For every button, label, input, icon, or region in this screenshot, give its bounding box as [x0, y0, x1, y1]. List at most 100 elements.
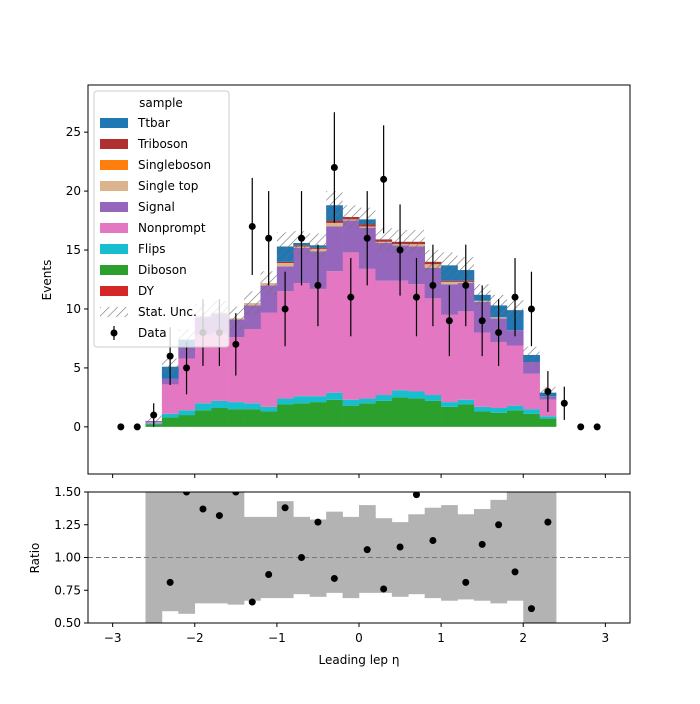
bar-segment	[260, 406, 278, 412]
legend-box	[93, 90, 230, 348]
ratio-y-tick-label: 0.75	[54, 583, 81, 597]
x-tick-label: 2	[519, 631, 527, 645]
legend-label: Singleboson	[138, 158, 211, 172]
ratio-point	[478, 540, 486, 548]
ratio-band-segment	[309, 519, 327, 597]
bar-segment	[161, 384, 179, 414]
y-tick-label: 10	[66, 302, 81, 316]
ratio-point	[314, 518, 322, 526]
ratio-band-segment	[276, 501, 294, 599]
data-point	[593, 423, 601, 431]
stat-unc-box	[441, 252, 458, 279]
bar-segment	[441, 281, 458, 285]
ratio-ylabel: Ratio	[28, 543, 42, 574]
x-tick-label: −3	[104, 631, 122, 645]
bar-segment	[227, 409, 245, 427]
series-diboson	[145, 397, 557, 427]
data-point	[527, 305, 535, 313]
bar-segment	[178, 410, 196, 416]
legend: sample Ttbar Triboson Singleboson Single top…	[93, 90, 230, 348]
legend-swatch	[100, 202, 128, 212]
data-point	[445, 317, 453, 325]
data-point	[150, 411, 158, 419]
bar-segment	[211, 407, 228, 427]
bar-segment	[293, 403, 311, 427]
bar-segment	[424, 395, 442, 401]
legend-swatch	[100, 118, 128, 128]
data-point	[560, 399, 568, 407]
legend-swatch	[100, 265, 128, 275]
bar-segment	[309, 402, 327, 427]
stat-unc-box	[244, 291, 261, 315]
data-point	[412, 293, 420, 301]
bar-segment	[490, 341, 508, 408]
bar-segment	[342, 399, 360, 406]
bar-segment	[326, 271, 343, 393]
bar-segment	[506, 345, 524, 406]
ratio-point	[199, 505, 207, 513]
bar-segment	[342, 405, 360, 427]
ratio-axes: 0.50 0.75 1.00 1.25 1.50 −3 −2 −1 0 1 2 3 Ratio Le…	[28, 485, 631, 667]
stat-unc-box	[523, 346, 540, 364]
main-axes: 0 5 10 15 20 25 Events	[40, 84, 631, 478]
ratio-band-segment	[424, 507, 442, 599]
ratio-band-segment	[194, 492, 212, 604]
ratio-point	[330, 574, 338, 582]
stat-unc-box	[375, 227, 392, 252]
legend-label: Nonprompt	[138, 221, 206, 235]
legend-marker	[110, 329, 118, 337]
ratio-point	[527, 605, 535, 613]
stat-unc-box	[408, 229, 425, 254]
x-tick-label: 3	[602, 631, 610, 645]
data-point	[380, 175, 388, 183]
bar-segment	[309, 288, 327, 397]
bar-segment	[326, 226, 343, 272]
bar-segment	[359, 403, 376, 427]
bar-segment	[359, 398, 376, 404]
ratio-point	[495, 521, 503, 529]
bar-segment	[408, 398, 425, 427]
data-point	[429, 281, 437, 289]
stat-unc-box	[276, 232, 294, 261]
bar-segment	[359, 268, 376, 399]
ratio-band-segment	[375, 518, 393, 593]
bar-segment	[326, 222, 343, 227]
data-point	[330, 164, 338, 172]
x-tick-label: 0	[355, 631, 363, 645]
ratio-point	[429, 536, 437, 544]
ratio-band-segment	[326, 511, 343, 593]
data-point	[133, 423, 141, 431]
bar-segment	[375, 280, 393, 396]
ratio-point	[363, 546, 371, 554]
legend-swatch	[100, 160, 128, 170]
data-point	[363, 234, 371, 242]
legend-swatch	[100, 244, 128, 254]
data-point	[314, 281, 322, 289]
ratio-band-segment	[161, 492, 179, 612]
ratio-point	[544, 518, 552, 526]
ratio-point	[511, 568, 519, 576]
bar-segment	[506, 405, 524, 411]
y-tick-label: 0	[73, 420, 81, 434]
legend-label: Stat. Unc.	[138, 305, 197, 319]
ratio-point	[462, 578, 470, 586]
bar-segment	[276, 262, 294, 267]
ratio-point	[232, 492, 240, 496]
bar-segment	[194, 334, 212, 404]
ratio-band-segment	[244, 516, 261, 601]
data-points	[117, 112, 601, 431]
ratio-band-segment	[211, 492, 228, 604]
bar-segment	[457, 399, 475, 405]
data-point	[544, 387, 552, 395]
x-tick-label: 1	[437, 631, 445, 645]
y-tick-label: 20	[66, 184, 81, 198]
ratio-y-tick-label: 1.00	[54, 551, 81, 565]
data-point	[232, 340, 240, 348]
ratio-band-segment	[441, 505, 458, 601]
bar-segment	[326, 399, 343, 427]
legend-label: DY	[138, 284, 155, 298]
data-point	[396, 246, 404, 254]
data-point	[166, 352, 174, 360]
ratio-point	[248, 598, 256, 606]
main-ylabel: Events	[40, 260, 54, 301]
